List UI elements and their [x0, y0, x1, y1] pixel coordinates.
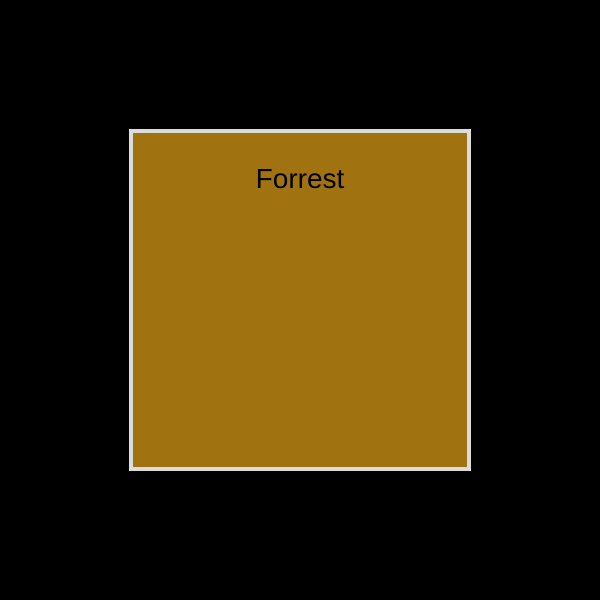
swatch-name-label: Forrest: [255, 163, 345, 194]
color-swatch-card[interactable]: Forrest: [129, 129, 471, 471]
